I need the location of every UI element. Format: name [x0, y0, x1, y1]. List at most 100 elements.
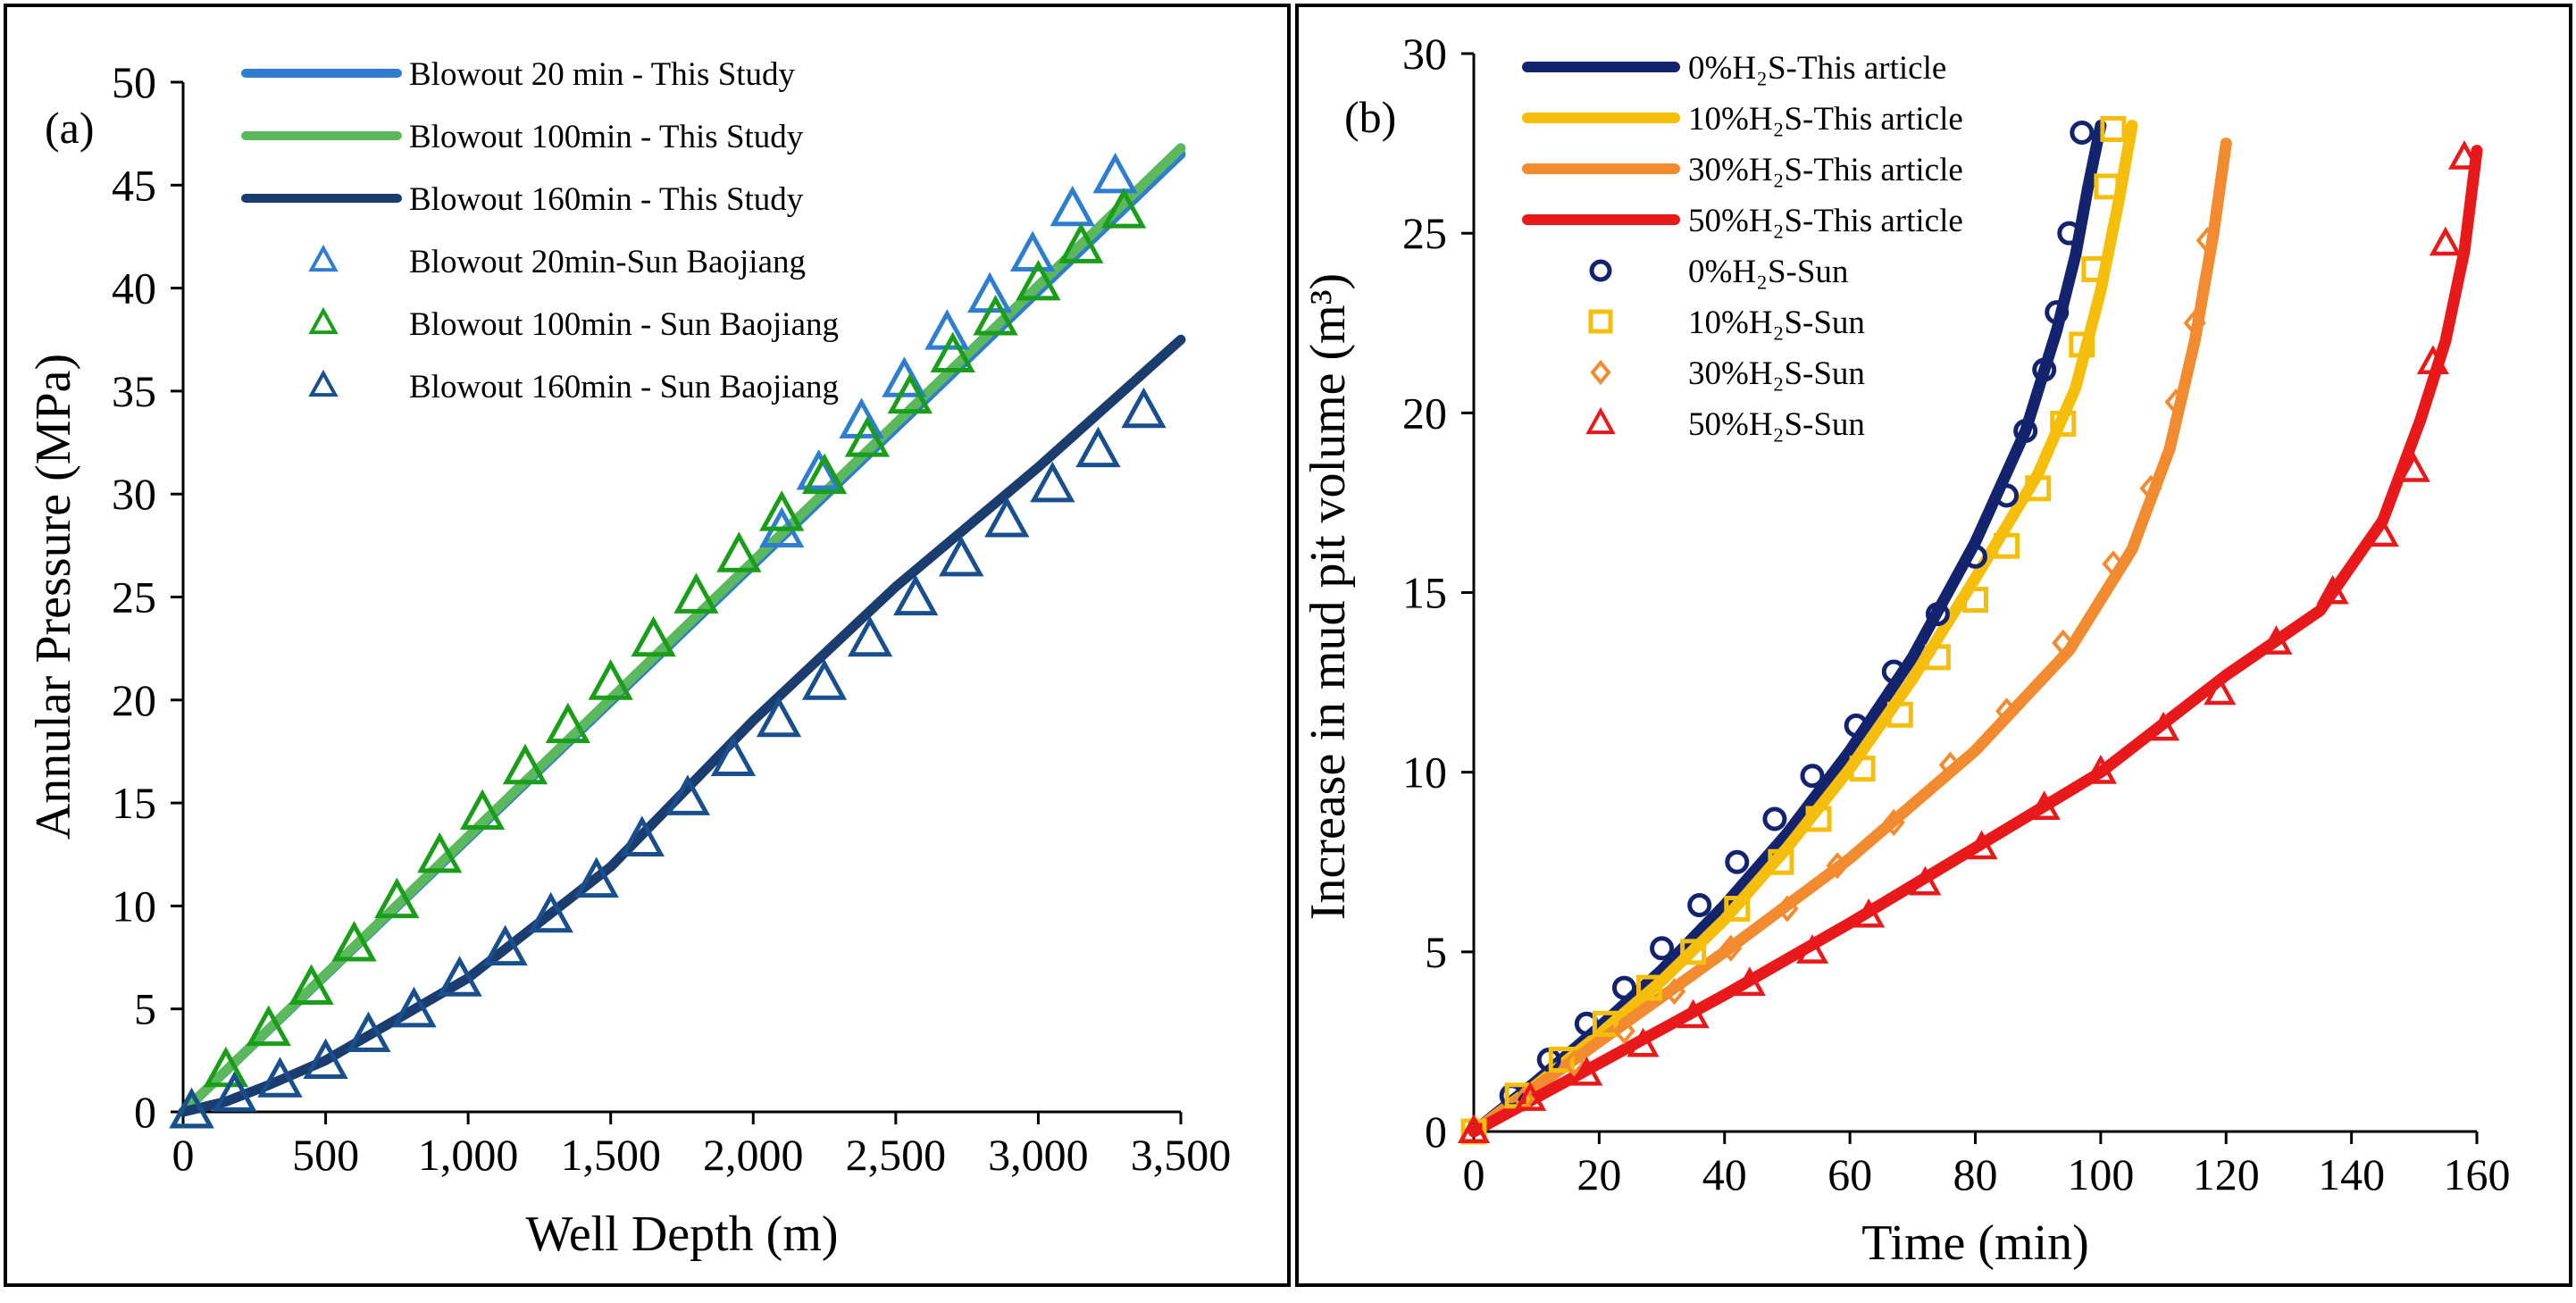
legend: Blowout 20 min - This Study Blowout 100mi… — [241, 56, 839, 405]
data-point — [1677, 998, 1710, 1029]
data-point — [203, 1046, 249, 1088]
data-point — [2316, 574, 2349, 605]
data-point — [169, 1087, 214, 1129]
data-point — [1963, 544, 1987, 569]
data-point — [1849, 756, 1876, 782]
legend-label: Blowout 100min - Sun Baojiang — [409, 306, 839, 343]
data-point — [1768, 848, 1794, 875]
data-point — [2050, 410, 2077, 437]
data-point — [1795, 934, 1829, 964]
y-tick-label: 30 — [1402, 29, 1447, 79]
data-point — [2100, 115, 2127, 142]
data-point — [1776, 895, 1799, 923]
legend-marker-swatch — [1585, 406, 1616, 435]
data-point — [417, 831, 463, 873]
x-tick-label: 120 — [2193, 1149, 2260, 1199]
x-tick-label: 80 — [1953, 1149, 1998, 1199]
series-line — [1468, 138, 2232, 1138]
y-tick-label: 5 — [1425, 927, 1447, 977]
x-tick-label: 40 — [1702, 1149, 1747, 1199]
data-point — [2139, 474, 2162, 502]
data-point — [665, 774, 711, 815]
chart-panel-b: 0 5 10 15 20 25 30 0 20 40 60 80 100 120 140 160 Time (m… — [1301, 29, 2511, 1271]
data-point — [482, 924, 528, 966]
data-point — [2183, 309, 2206, 337]
y-tick-label: 30 — [112, 469, 156, 519]
legend-label: 50%H₂S-This article — [1688, 203, 1963, 239]
data-point — [1886, 701, 1913, 728]
data-point — [2260, 625, 2293, 655]
data-point — [289, 964, 334, 1005]
data-point — [756, 696, 802, 738]
data-point — [1762, 806, 1787, 831]
y-tick-label: 50 — [112, 57, 156, 107]
legend-marker-swatch — [1589, 259, 1612, 282]
data-point — [1562, 1049, 1585, 1077]
data-point — [1662, 977, 1686, 1006]
data-point — [1844, 713, 1869, 738]
y-tick-label: 0 — [1425, 1107, 1447, 1157]
series-line — [1468, 120, 2138, 1138]
y-tick-label: 15 — [1402, 568, 1447, 618]
data-point — [619, 815, 665, 856]
data-point — [2045, 300, 2070, 325]
x-tick-label: 160 — [2444, 1149, 2511, 1199]
data-point — [1962, 587, 1988, 614]
data-point — [391, 986, 437, 1028]
data-point — [346, 1011, 391, 1053]
x-tick-label: 500 — [292, 1130, 359, 1180]
data-point — [2447, 140, 2481, 170]
data-point — [1680, 939, 1707, 965]
data-point — [2416, 345, 2449, 375]
data-point — [374, 877, 420, 919]
data-point — [1882, 808, 1905, 837]
y-tick-label: 20 — [1402, 388, 1447, 438]
data-point — [2025, 475, 2052, 502]
data-point — [893, 574, 939, 616]
data-point — [212, 1071, 257, 1112]
y-tick-label: 40 — [112, 263, 156, 313]
data-point — [1058, 222, 1104, 263]
data-point — [331, 921, 377, 962]
panel-a-frame — [4, 4, 1291, 1287]
data-point — [1030, 461, 1075, 503]
x-axis-label: Well Depth (m) — [525, 1207, 838, 1262]
data-point — [1725, 849, 1750, 874]
data-point — [502, 743, 548, 785]
data-point — [1650, 936, 1675, 961]
data-point — [839, 397, 884, 439]
y-tick-label: 20 — [112, 675, 156, 725]
data-point — [1924, 644, 1951, 671]
data-point — [716, 531, 762, 572]
legend-label: 10%H₂S-This article — [1688, 101, 1963, 138]
data-point — [2069, 331, 2095, 358]
data-point — [882, 356, 927, 397]
data-point — [1826, 852, 1849, 880]
data-point — [2081, 255, 2108, 282]
panel-b-frame — [1295, 4, 2572, 1287]
data-point — [847, 615, 893, 657]
x-tick-label: 140 — [2318, 1149, 2385, 1199]
data-point — [1687, 893, 1712, 918]
y-tick-label: 0 — [134, 1087, 156, 1137]
legend-label: 30%H₂S-This article — [1688, 152, 1963, 188]
data-point — [710, 735, 757, 777]
data-point — [588, 659, 633, 700]
legend-label: 0%H₂S-This article — [1688, 50, 1946, 87]
x-tick-label: 1,000 — [418, 1130, 519, 1180]
x-tick-label: 100 — [2067, 1149, 2134, 1199]
y-tick-label: 5 — [134, 984, 156, 1034]
data-point — [1995, 483, 2020, 508]
data-point — [984, 497, 1030, 538]
data-point — [930, 331, 975, 373]
legend-label: Blowout 160min - This Study — [409, 181, 804, 218]
data-point — [2052, 629, 2075, 656]
data-point — [1938, 751, 1962, 779]
data-point — [1800, 764, 1825, 789]
legend-label: 10%H₂S-Sun — [1688, 305, 1865, 341]
data-point — [673, 572, 719, 614]
data-point — [437, 956, 482, 997]
legend-label: Blowout 100min - This Study — [409, 119, 804, 155]
data-point — [887, 372, 933, 414]
x-tick-label: 1,500 — [560, 1130, 661, 1180]
